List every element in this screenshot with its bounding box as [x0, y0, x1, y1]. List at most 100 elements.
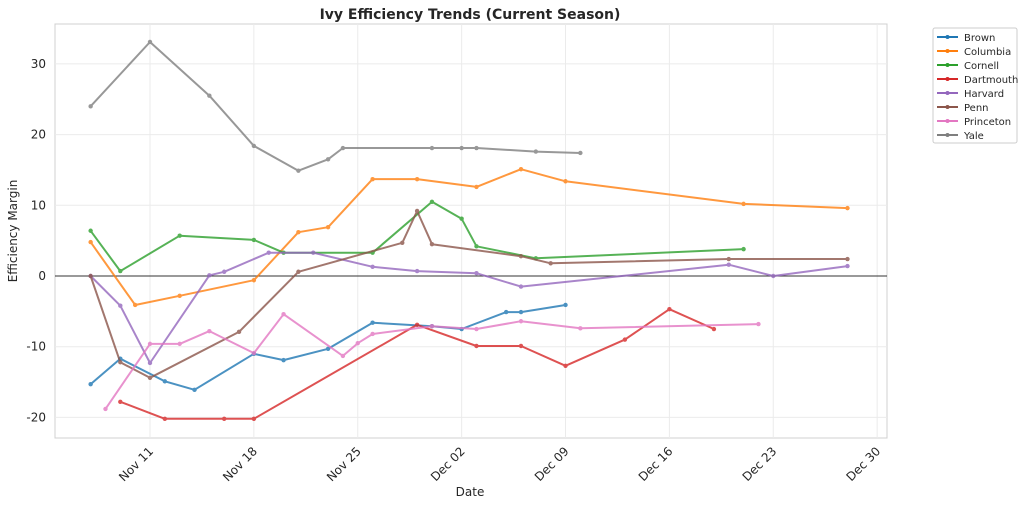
- data-point: [518, 167, 524, 172]
- data-point: [118, 303, 123, 308]
- data-point: [236, 329, 242, 335]
- legend-label: Dartmouth: [964, 75, 1018, 86]
- data-point: [518, 343, 524, 349]
- data-point: [474, 244, 479, 249]
- data-point: [281, 311, 286, 317]
- data-point: [474, 326, 479, 332]
- legend-label: Penn: [964, 103, 989, 114]
- data-point: [162, 416, 168, 422]
- data-point: [741, 246, 746, 252]
- data-point: [563, 363, 568, 368]
- data-point: [370, 264, 375, 270]
- data-point: [726, 256, 731, 262]
- data-point: [370, 331, 375, 337]
- data-point: [518, 254, 524, 259]
- data-point: [548, 261, 553, 266]
- data-point: [429, 241, 435, 247]
- data-point: [177, 341, 182, 347]
- x-tick-label: Dec 02: [428, 444, 468, 484]
- data-point: [207, 273, 212, 278]
- legend-marker: [945, 91, 950, 95]
- data-point: [726, 262, 731, 267]
- data-point: [207, 328, 212, 334]
- data-point: [518, 319, 524, 324]
- data-point: [177, 233, 182, 238]
- legend-label: Yale: [963, 131, 984, 142]
- data-point: [370, 320, 375, 325]
- data-point: [132, 302, 138, 308]
- series-group: [88, 39, 850, 422]
- data-point: [118, 360, 123, 365]
- legend-marker: [945, 105, 950, 109]
- data-point: [429, 145, 435, 151]
- data-point: [622, 337, 628, 342]
- legend: Brown Columbia Cornell Dartmouth Harvard Penn…: [932, 27, 1018, 144]
- data-point: [103, 406, 108, 412]
- y-ticks: -20 -10 0 10 20 30: [26, 57, 46, 424]
- data-point: [563, 302, 568, 308]
- data-point: [296, 168, 301, 173]
- legend-marker: [945, 35, 950, 39]
- y-axis-label: Efficiency Margin: [6, 180, 20, 283]
- data-point: [578, 326, 583, 331]
- data-point: [147, 39, 153, 45]
- data-point: [88, 104, 93, 109]
- data-point: [563, 179, 568, 184]
- series-line: [104, 313, 759, 410]
- legend-label: Cornell: [964, 61, 999, 72]
- data-point: [147, 375, 153, 381]
- data-point: [88, 239, 93, 245]
- x-tick-label: Dec 16: [636, 444, 676, 484]
- series-line: [89, 41, 581, 172]
- data-point: [296, 229, 301, 235]
- data-point: [771, 273, 776, 279]
- data-point: [429, 323, 435, 329]
- data-point: [340, 353, 346, 359]
- legend-marker: [945, 133, 950, 137]
- data-point: [503, 309, 509, 315]
- data-point: [207, 93, 212, 98]
- series-princeton: [103, 311, 761, 412]
- data-point: [88, 273, 93, 279]
- data-point: [177, 293, 182, 298]
- data-point: [518, 284, 524, 289]
- data-point: [533, 149, 539, 154]
- data-point: [266, 250, 271, 255]
- y-tick-label: -10: [26, 340, 46, 354]
- data-point: [147, 341, 153, 347]
- data-point: [459, 216, 464, 221]
- data-point: [414, 208, 420, 214]
- data-point: [192, 387, 197, 393]
- x-tick-label: Dec 09: [532, 444, 572, 484]
- data-point: [340, 145, 346, 151]
- data-point: [474, 343, 479, 349]
- series-yale: [88, 39, 583, 173]
- data-point: [414, 268, 420, 274]
- data-point: [414, 322, 420, 327]
- data-point: [251, 237, 257, 243]
- data-point: [296, 269, 301, 274]
- legend-box: [932, 27, 1018, 144]
- series-penn: [88, 208, 850, 381]
- legend-label: Princeton: [964, 117, 1011, 128]
- chart-title: Ivy Efficiency Trends (Current Season): [320, 7, 621, 23]
- data-point: [147, 360, 153, 366]
- data-point: [370, 176, 375, 182]
- data-point: [578, 150, 583, 156]
- legend-marker: [945, 49, 950, 53]
- data-point: [845, 263, 850, 269]
- data-point: [325, 225, 331, 230]
- data-point: [845, 205, 850, 211]
- legend-marker: [945, 77, 950, 81]
- x-tick-label: Dec 30: [843, 444, 883, 484]
- data-point: [251, 278, 257, 283]
- legend-marker: [945, 119, 950, 123]
- data-point: [459, 145, 464, 151]
- y-tick-label: 10: [31, 198, 46, 212]
- data-point: [355, 340, 360, 346]
- data-point: [325, 157, 331, 162]
- data-point: [251, 416, 257, 422]
- data-point: [741, 201, 746, 207]
- data-point: [88, 228, 93, 233]
